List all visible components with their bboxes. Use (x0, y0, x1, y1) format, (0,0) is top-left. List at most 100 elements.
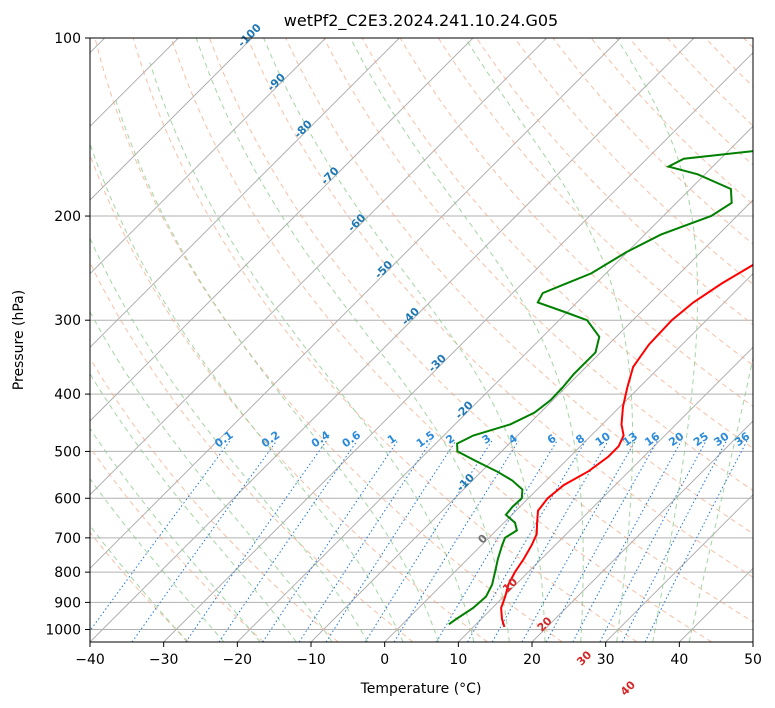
dry-adiabat-label: 40 (618, 678, 638, 698)
moist-adiabat-line (263, 38, 546, 642)
x-tick-label: 20 (523, 652, 541, 668)
mixing-ratio-label: 30 (712, 429, 732, 449)
moist-adiabat-line (149, 62, 475, 642)
dry-adiabat-line (132, 38, 638, 642)
y-tick-label: 800 (54, 565, 81, 581)
dry-adiabat-line (90, 261, 414, 642)
mixing-ratio-label: 8 (573, 432, 587, 447)
isotherm-line (605, 493, 753, 642)
mixing-ratio-line (393, 440, 519, 642)
dry-adiabat-label: -100 (235, 21, 264, 50)
mixing-ratio-line (364, 440, 493, 642)
y-tick-label: 400 (54, 387, 81, 403)
dry-adiabat-label: -30 (426, 351, 449, 374)
isotherm-line (90, 38, 327, 275)
dry-adiabat-label: -20 (453, 398, 476, 421)
y-tick-label: 600 (54, 491, 81, 507)
mixing-ratio-line (325, 440, 457, 642)
isotherm-line (457, 346, 753, 642)
x-tick-label: 30 (597, 652, 615, 668)
mixing-ratio-label: 6 (545, 432, 559, 447)
isotherm-line (90, 38, 474, 422)
dry-adiabat-line (514, 38, 753, 285)
mixing-ratio-label: 1 (385, 432, 399, 447)
x-tick-label: 0 (380, 652, 389, 668)
x-axis: −40 −30 −20 −10 0 10 20 30 40 50 (75, 642, 762, 668)
x-axis-label: Temperature (°C) (360, 681, 482, 697)
dry-adiabat-line (209, 38, 753, 623)
isotherm-line (90, 38, 695, 642)
data-layer (448, 150, 753, 628)
x-tick-label: −40 (75, 652, 105, 668)
isotherm-line (163, 51, 753, 642)
x-tick-label: 40 (670, 652, 688, 668)
mixing-ratio-label: 20 (666, 429, 686, 449)
x-tick-label: −30 (149, 652, 179, 668)
mixing-ratio-label: 16 (642, 429, 662, 449)
moist-adiabat-line (90, 142, 404, 642)
grid-layer (90, 38, 753, 642)
dry-adiabat-label: -10 (454, 471, 477, 494)
dry-adiabat-line (705, 38, 753, 88)
label-layer: 0.1 0.2 0.4 0.6 1 1.5 2 3 4 6 8 10 13 16 20 25 30 36-100-… (212, 21, 752, 698)
moist-adiabat-line (464, 38, 634, 642)
isotherm-line (90, 38, 253, 201)
mixing-ratio-line (599, 440, 707, 642)
mixing-ratio-line (644, 440, 748, 642)
dry-adiabat-line (552, 38, 753, 245)
dry-adiabat-line (399, 38, 753, 408)
isotherm-line (752, 641, 753, 642)
y-tick-label: 200 (54, 209, 81, 225)
dry-adiabat-label: -80 (292, 117, 315, 140)
isotherm-line (90, 38, 548, 496)
dry-adiabat-line (170, 38, 712, 642)
mixing-ratio-line (298, 440, 432, 642)
dry-adiabat-label: 10 (500, 575, 520, 595)
y-tick-label: 100 (54, 31, 81, 47)
chart-title: wetPf2_C2E3.2024.241.10.24.G05 (284, 11, 558, 31)
mixing-ratio-line (467, 440, 586, 642)
moist-adiabat-line (90, 372, 297, 642)
dry-adiabat-label: -70 (318, 164, 341, 187)
isotherm-line (678, 567, 753, 642)
dry-adiabat-label: -40 (399, 305, 422, 328)
isotherm-line (236, 125, 753, 642)
dry-adiabat-label: 30 (574, 648, 594, 668)
dry-adiabat-label: -90 (265, 70, 288, 93)
mixing-ratio-line (185, 440, 327, 642)
dry-adiabat-line (90, 531, 190, 642)
mixing-ratio-label: 3 (480, 432, 494, 447)
dry-adiabat-line (437, 38, 753, 366)
mixing-ratio-label: 0.4 (309, 428, 333, 450)
y-tick-label: 300 (54, 313, 81, 329)
dry-adiabat-line (247, 38, 753, 578)
mixing-ratio-label: 0.6 (340, 428, 364, 450)
dry-adiabat-line (667, 38, 753, 127)
mixing-ratio-label: 10 (593, 429, 613, 449)
mixing-ratio-line (435, 440, 558, 642)
isotherm-line (531, 420, 753, 642)
moist-adiabat-line (688, 355, 753, 642)
y-tick-label: 700 (54, 531, 81, 547)
isotherm-line (384, 272, 753, 642)
mixing-ratio-label: 25 (691, 430, 711, 449)
moist-adiabat-line (349, 38, 584, 642)
x-tick-label: 50 (744, 652, 762, 668)
y-tick-label: 1000 (45, 622, 81, 638)
moist-adiabat-line (90, 236, 369, 642)
mixing-ratio-line (545, 440, 658, 642)
dry-adiabat-label: 20 (535, 614, 555, 634)
moist-adiabat-line (90, 427, 261, 642)
mixing-ratio-line (521, 440, 636, 642)
moist-adiabat-line (90, 525, 188, 642)
mixing-ratio-label: 0.1 (212, 428, 235, 450)
y-axis: 1000 900 800 700 600 500 400 300 200 100 (45, 31, 90, 638)
dry-adiabat-line (743, 38, 753, 49)
dry-adiabat-line (590, 38, 753, 206)
moist-adiabat-line (90, 477, 225, 642)
mixing-ratio-label: 0.2 (259, 428, 282, 450)
isotherm-line (90, 38, 621, 570)
moist-adiabat-line (615, 38, 699, 642)
dry-adiabat-line (323, 38, 753, 492)
